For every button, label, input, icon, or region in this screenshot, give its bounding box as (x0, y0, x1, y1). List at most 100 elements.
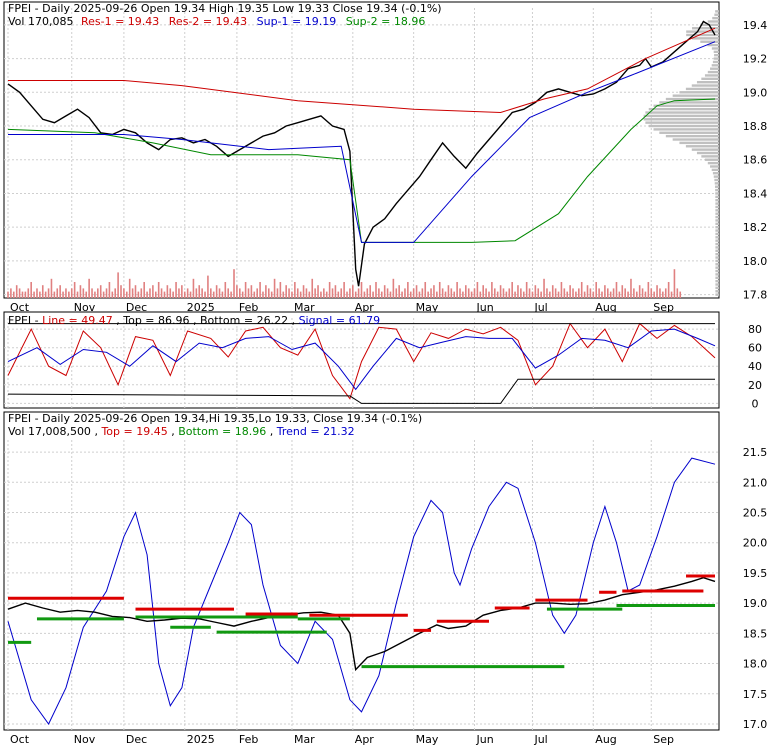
volume-bar (424, 282, 427, 298)
volume-bar (621, 285, 624, 298)
volume-bar (114, 288, 117, 298)
trend-bottom-label: Bottom = 18.96 (178, 425, 266, 438)
volume-bar (68, 291, 70, 298)
volume-bar (363, 291, 366, 298)
x-tick-label: Nov (74, 301, 96, 314)
volume-bar (65, 288, 67, 298)
volume-profile-bar (712, 60, 719, 64)
volume-bar (169, 288, 172, 298)
y-tick-label: 18.0 (743, 255, 768, 268)
trend-top-label: Top = 19.45 (100, 425, 167, 438)
volume-bar (288, 288, 290, 298)
volume-bar (378, 288, 380, 298)
res1-label: Res-1 = 19.43 (81, 15, 159, 28)
x-tick-label: Sep (653, 733, 674, 745)
volume-profile-bar (715, 222, 719, 226)
volume-profile-bar (707, 161, 719, 165)
volume-bar (366, 288, 369, 298)
volume-profile-bar (648, 124, 719, 128)
volume-bar (583, 291, 586, 298)
volume-bar (369, 285, 371, 298)
y-tick-label: 19.2 (743, 53, 768, 66)
volume-bar (589, 288, 592, 298)
volume-bar (386, 288, 389, 298)
price-panel-series (7, 20, 716, 287)
volume-bar (120, 285, 122, 298)
volume-profile-bar (672, 94, 719, 97)
volume-profile-bar (707, 43, 719, 47)
volume-bar (172, 291, 174, 298)
volume-bar (12, 291, 15, 298)
volume-bar (534, 285, 537, 298)
oscillator-panel-frame (3, 311, 720, 409)
volume-profile-bar (696, 151, 719, 155)
volume-profile (643, 10, 719, 296)
volume-profile-bar (643, 118, 719, 121)
volume-profile-bar (711, 47, 719, 50)
volume-bar (24, 291, 27, 298)
volume-profile-bar (645, 121, 719, 124)
y-tick-label: 17.5 (743, 688, 768, 701)
volume-profile-bar (653, 104, 719, 107)
volume-profile-bar (653, 128, 719, 131)
volume-bar (123, 288, 125, 298)
volume-bar (557, 291, 560, 298)
volume-bar (270, 291, 273, 298)
volume-bar (418, 291, 421, 298)
volume-bar (436, 291, 438, 298)
x-tick-label: Feb (239, 301, 258, 314)
x-tick-label: Oct (10, 733, 30, 745)
volume-profile-bar (691, 37, 719, 40)
volume-bars (7, 269, 682, 298)
volume-bar (462, 291, 464, 298)
volume-bar (470, 291, 473, 298)
x-tick-label: Jun (476, 301, 494, 314)
volume-bar (563, 288, 566, 298)
volume-bar (667, 282, 670, 298)
y-tick-label: 19.4 (743, 19, 768, 32)
y-tick-label: 18.8 (743, 120, 768, 133)
x-tick-label: Mar (294, 301, 315, 314)
volume-profile-bar (701, 77, 719, 81)
volume-bar (421, 288, 424, 298)
volume-bar (102, 291, 105, 298)
osc-line-label: Line = 49.47 (42, 314, 113, 327)
volume-bar (496, 291, 499, 298)
volume-bar (606, 288, 609, 298)
volume-bar (282, 291, 285, 298)
volume-profile-bar (679, 141, 719, 145)
volume-bar (407, 282, 409, 298)
y-tick-label: 21.0 (743, 476, 768, 489)
volume-bar (662, 291, 664, 298)
series-price (7, 576, 716, 672)
volume-bar (586, 285, 589, 298)
x-tick-label: Feb (239, 733, 258, 745)
volume-bar (181, 285, 183, 298)
volume-bar (328, 282, 331, 298)
y-tick-label: 21.5 (743, 446, 768, 459)
volume-bar (178, 288, 180, 298)
res2-label: Res-2 = 19.43 (169, 15, 247, 28)
y-tick-label: 80 (748, 323, 762, 336)
y-tick-label: 0 (752, 397, 759, 410)
volume-bar (27, 288, 30, 298)
volume-bar (53, 291, 56, 298)
y-tick-label: 60 (748, 342, 762, 355)
x-tick-label: May (416, 301, 439, 314)
volume-bar (447, 285, 450, 298)
volume-bar (85, 291, 88, 298)
volume-profile-bar (715, 192, 719, 195)
volume-bar (485, 288, 487, 298)
volume-bar (575, 291, 577, 298)
volume-bar (650, 288, 653, 298)
volume-bar (305, 288, 308, 298)
series-bottom (7, 378, 715, 404)
volume-bar (450, 288, 453, 298)
volume-bar (10, 288, 12, 298)
volume-bar (641, 288, 644, 298)
volume-bar (128, 278, 131, 298)
volume-bar (349, 288, 351, 298)
volume-profile-bar (715, 249, 719, 252)
volume-bar (546, 288, 548, 298)
volume-bar (149, 288, 151, 298)
